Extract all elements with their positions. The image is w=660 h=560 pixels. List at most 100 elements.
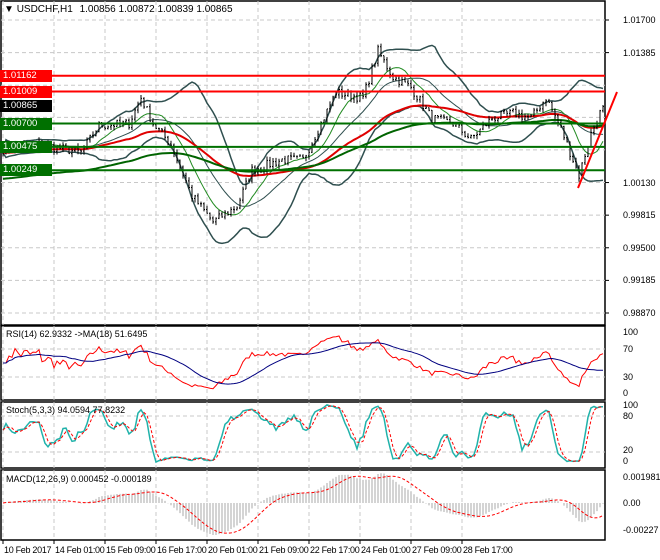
price-axis-label: 1.01700 bbox=[623, 15, 656, 25]
price-bar bbox=[179, 159, 181, 172]
time-axis-label: 14 Feb 01:00 bbox=[55, 545, 105, 555]
stoch-axis-label: 0 bbox=[623, 456, 629, 466]
time-axis-label: 10 Feb 2017 bbox=[4, 545, 52, 555]
price-bar bbox=[554, 108, 556, 120]
price-bar bbox=[332, 95, 334, 107]
price-bar bbox=[167, 135, 169, 146]
bollinger-middle bbox=[2, 77, 604, 207]
macd-axis-label: 0.00 bbox=[623, 498, 641, 508]
price-bar bbox=[314, 137, 316, 147]
price-bar bbox=[218, 210, 220, 220]
ohlc-values: 1.00856 1.00872 1.00839 1.00865 bbox=[79, 4, 233, 15]
price-bar bbox=[569, 141, 571, 161]
price-bar bbox=[161, 128, 163, 133]
time-axis-label: 27 Feb 09:00 bbox=[412, 545, 462, 555]
price-bar bbox=[464, 130, 466, 138]
price-bar bbox=[497, 118, 499, 123]
price-bar bbox=[281, 158, 283, 162]
price-bar bbox=[602, 104, 604, 113]
price-axis-label: 0.99185 bbox=[623, 275, 656, 286]
price-bar bbox=[233, 206, 235, 214]
price-bar bbox=[446, 116, 448, 121]
price-bar bbox=[494, 115, 496, 123]
price-bar bbox=[290, 152, 292, 160]
macd-axis-label: -0.00227 bbox=[623, 525, 659, 535]
price-bar bbox=[473, 134, 475, 139]
price-bar bbox=[491, 117, 493, 121]
price-bar bbox=[542, 101, 544, 113]
price-bar bbox=[239, 197, 241, 210]
price-bar bbox=[251, 164, 253, 184]
price-bar bbox=[440, 114, 442, 119]
price-bar bbox=[95, 130, 97, 137]
price-bar bbox=[143, 97, 145, 109]
price-bar bbox=[245, 177, 247, 190]
macd-axis-label: 0.001981 bbox=[623, 472, 660, 482]
price-bar bbox=[230, 206, 232, 217]
price-bar bbox=[215, 217, 217, 226]
price-bar bbox=[317, 130, 319, 142]
price-bar bbox=[134, 107, 136, 122]
price-tag: 1.00249 bbox=[0, 164, 52, 177]
rsi-axis-label: 70 bbox=[623, 344, 634, 354]
price-bar bbox=[524, 113, 526, 121]
price-bar bbox=[563, 125, 565, 141]
price-bar bbox=[80, 149, 82, 155]
price-tag: 1.01162 bbox=[0, 69, 52, 82]
price-bar bbox=[356, 91, 358, 104]
price-bar bbox=[149, 103, 151, 122]
chart-header: ▼ USDCHF,H1 1.00856 1.00872 1.00839 1.00… bbox=[4, 4, 233, 16]
symbol-label: USDCHF,H1 bbox=[16, 4, 73, 15]
price-bar bbox=[326, 108, 328, 123]
price-bar bbox=[248, 178, 250, 182]
price-bar bbox=[566, 136, 568, 143]
macd-signal-line bbox=[2, 475, 604, 534]
price-bar bbox=[425, 105, 427, 110]
price-bar bbox=[521, 109, 523, 123]
price-bar bbox=[107, 125, 109, 130]
stoch-label: Stoch(5,3,3) 94.0594 77.8232 bbox=[6, 405, 126, 415]
price-bar bbox=[515, 106, 517, 118]
time-axis-label: 15 Feb 09:00 bbox=[106, 545, 156, 555]
price-bar bbox=[188, 177, 190, 190]
price-bar bbox=[287, 155, 289, 166]
price-bar bbox=[53, 141, 55, 155]
price-bar bbox=[173, 143, 175, 158]
price-bar bbox=[353, 93, 355, 103]
price-bar bbox=[305, 154, 307, 162]
price-bar bbox=[539, 106, 541, 112]
trend-line bbox=[577, 91, 618, 189]
price-bar bbox=[158, 127, 160, 132]
price-bar bbox=[374, 62, 376, 68]
price-bar bbox=[302, 154, 304, 159]
stoch-axis-label: 20 bbox=[623, 445, 634, 455]
price-bar bbox=[344, 92, 346, 100]
price-bar bbox=[368, 81, 370, 88]
price-axis-label: 1.00130 bbox=[623, 178, 656, 188]
price-bar bbox=[530, 113, 532, 118]
price-bar bbox=[212, 216, 214, 224]
stoch-axis-label: 80 bbox=[623, 411, 634, 421]
price-bar bbox=[533, 107, 535, 117]
price-bar bbox=[152, 118, 154, 127]
time-axis-label: 28 Feb 17:00 bbox=[463, 545, 513, 555]
price-bar bbox=[329, 101, 331, 113]
price-bar bbox=[380, 43, 382, 58]
price-bar bbox=[224, 210, 226, 220]
price-bar bbox=[575, 157, 577, 169]
price-bar bbox=[410, 79, 412, 90]
price-bar bbox=[503, 108, 505, 114]
price-bar bbox=[104, 126, 106, 131]
price-bar bbox=[308, 150, 310, 160]
price-axis-label: 1.01385 bbox=[623, 47, 656, 58]
main-panel bbox=[0, 0, 606, 326]
price-bar bbox=[401, 76, 403, 86]
stoch-k-line bbox=[2, 404, 604, 464]
price-bar bbox=[185, 172, 187, 184]
price-bar bbox=[416, 95, 418, 103]
price-bar bbox=[137, 101, 139, 114]
time-axis-label: 21 Feb 09:00 bbox=[259, 545, 309, 555]
price-axis-label: 0.99500 bbox=[623, 242, 656, 253]
collapse-triangle-icon[interactable]: ▼ bbox=[4, 4, 14, 15]
